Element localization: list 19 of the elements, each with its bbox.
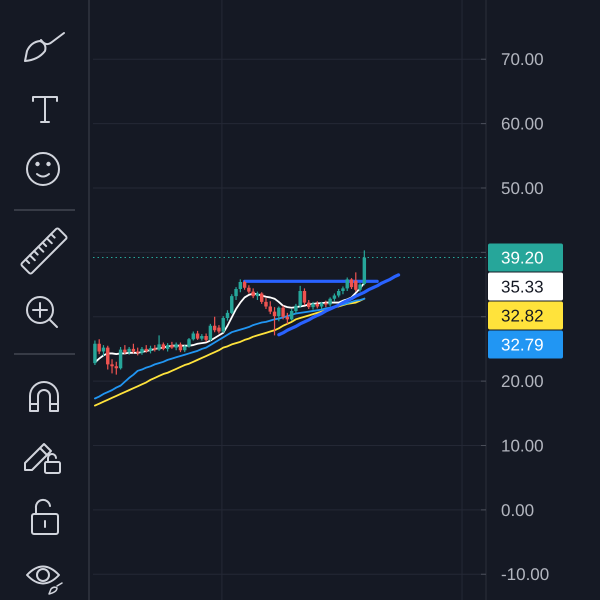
- candlestick: [212, 316, 216, 332]
- y-tick-label: -10.00: [501, 565, 550, 584]
- y-tick-label: 10.00: [501, 436, 544, 456]
- y-tick-label: 60.00: [501, 114, 544, 134]
- text: 32.82: [501, 306, 544, 326]
- text: 32.79: [501, 335, 544, 354]
- y-tick-label: 50.00: [501, 178, 544, 198]
- line-series: [94, 282, 366, 364]
- text: 35.33: [501, 277, 544, 296]
- ref-line-label: 39.20: [501, 248, 544, 268]
- candlestick: [324, 300, 328, 308]
- candlestick: [316, 301, 320, 308]
- candlestick: [144, 345, 148, 353]
- y-tick-label: 70.00: [501, 50, 544, 70]
- candlestick: [114, 362, 118, 375]
- candlestick: [153, 345, 157, 352]
- y-tick-label: 0.00: [501, 500, 534, 520]
- candlestick: [136, 348, 140, 356]
- y-tick-label: 20.00: [501, 372, 544, 392]
